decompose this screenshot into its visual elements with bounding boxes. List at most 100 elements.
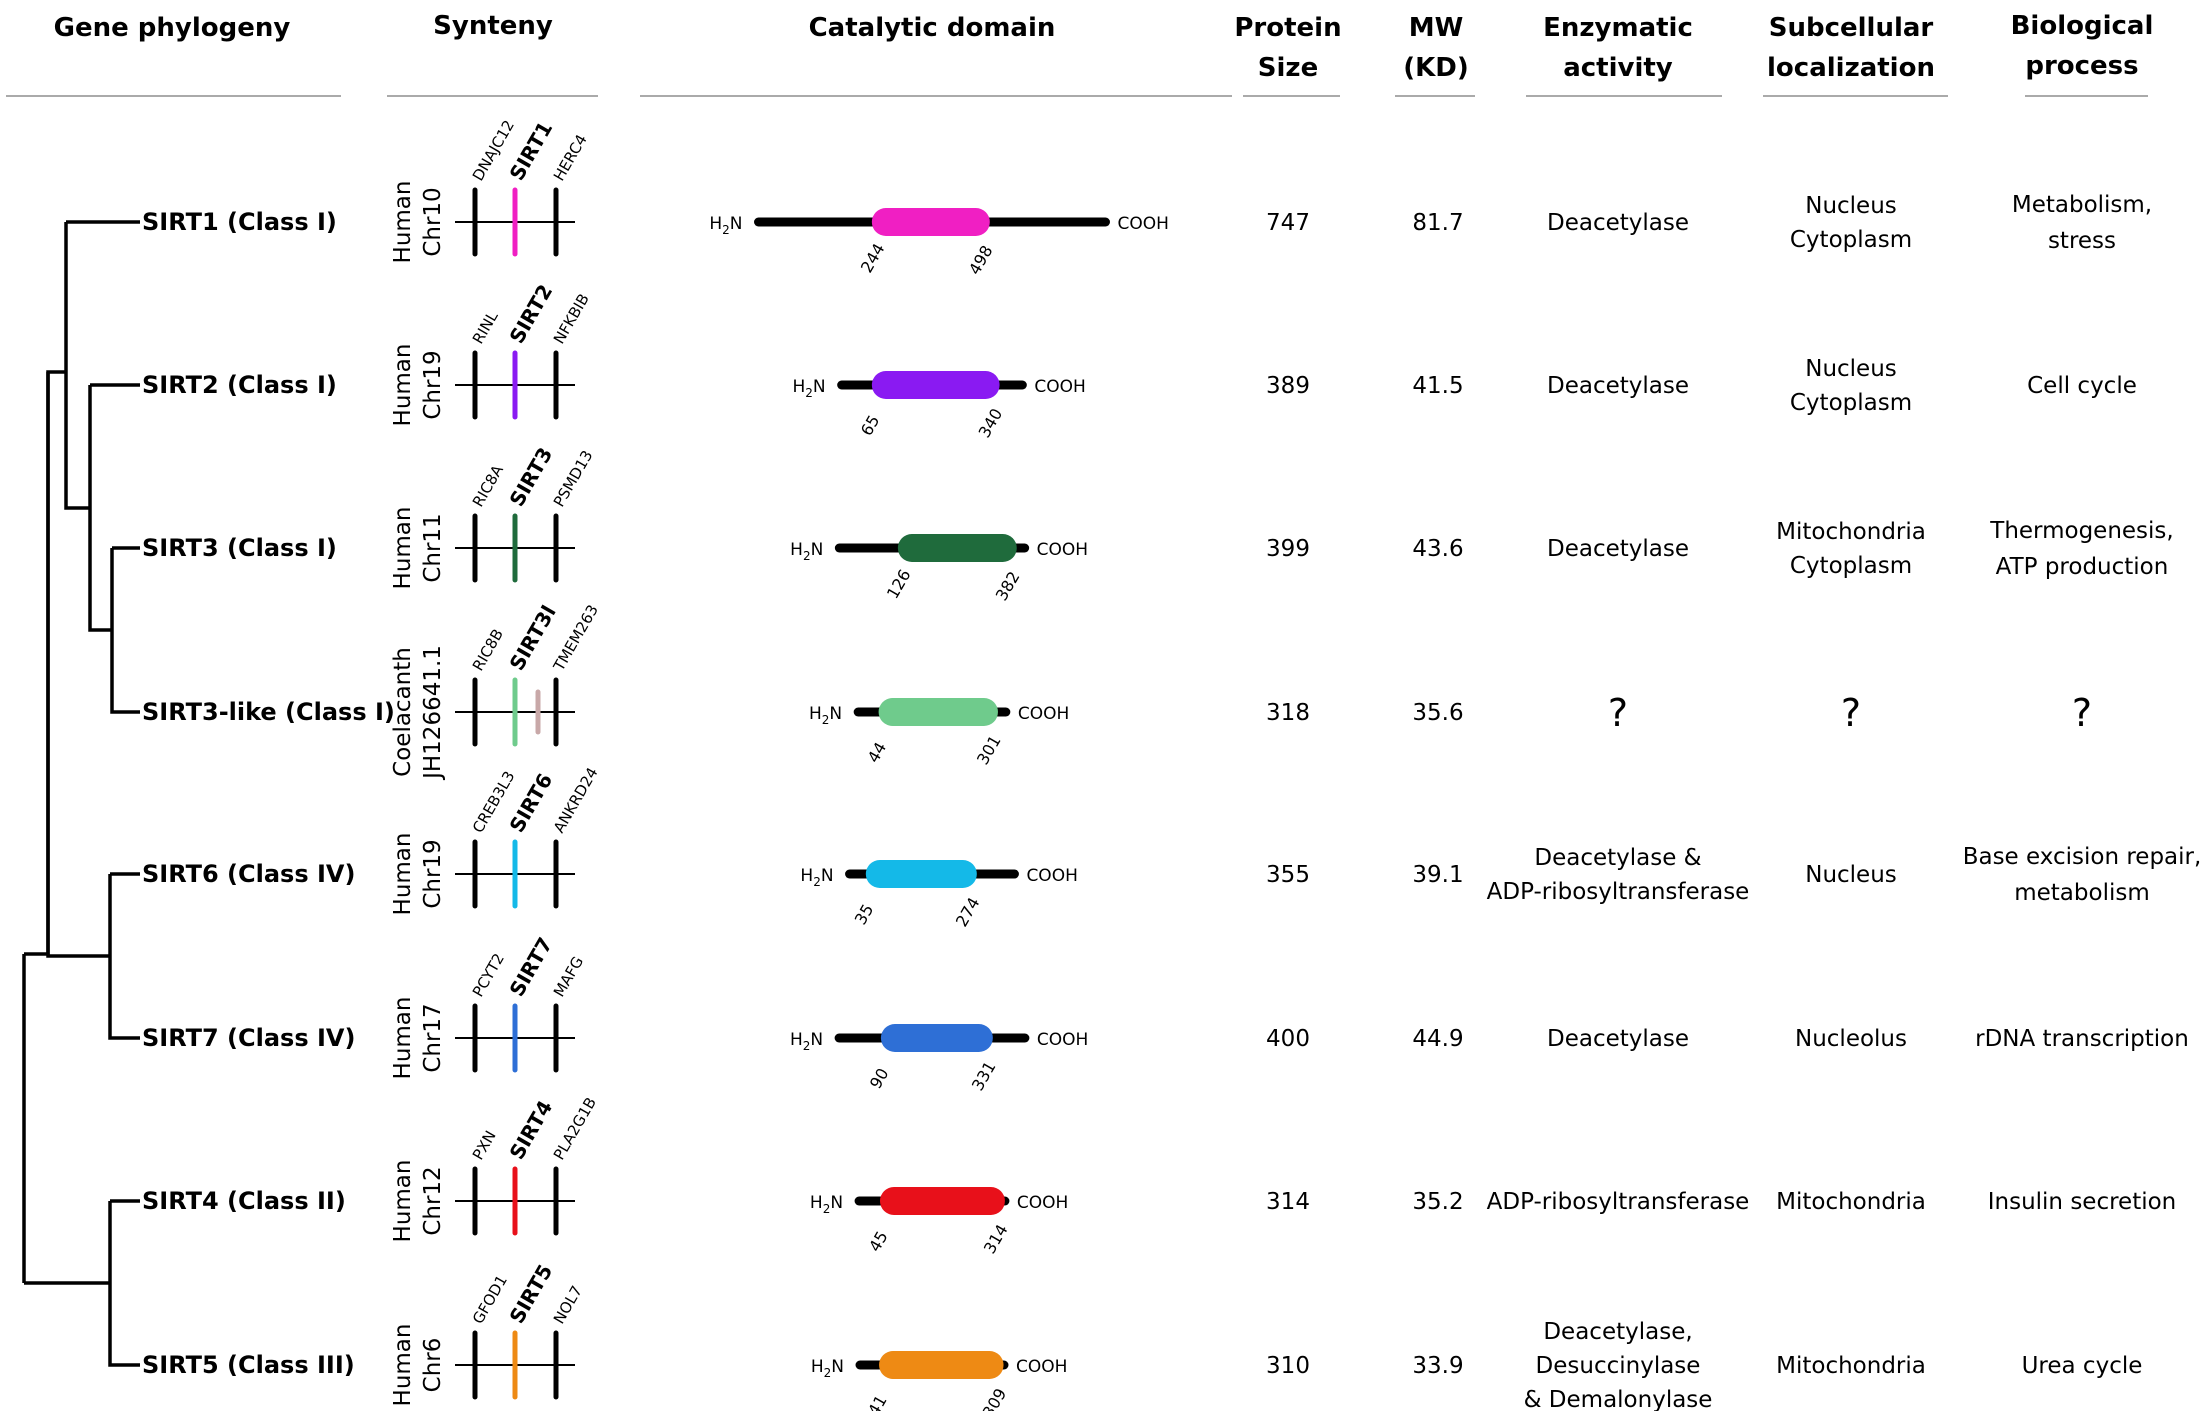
domain-start-position: 126: [883, 566, 915, 602]
synteny-gene-label: NOL7: [550, 1283, 586, 1327]
species-label: Human Chr11: [390, 507, 446, 590]
n-terminus-label: H2N: [790, 540, 823, 563]
enzymatic-activity-line-1: Deacetylase,: [1543, 1319, 1692, 1345]
subcellular-localization-line-2: Cytoplasm: [1790, 227, 1912, 253]
n-terminus-label: H2N: [800, 866, 833, 889]
protein-size-value: 314: [1266, 1189, 1310, 1215]
n-terminus-n: N: [813, 377, 826, 397]
domain-end-position: 382: [992, 568, 1024, 604]
biological-process-line-2: metabolism: [2014, 880, 2150, 906]
n-terminus-subscript: 2: [803, 549, 811, 563]
species-name: Human: [390, 181, 416, 264]
domain-start-position: 45: [865, 1228, 892, 1255]
biological-process-line-1: rDNA transcription: [1975, 1026, 2189, 1052]
header-enzymatic-activity-2: activity: [1563, 53, 1673, 83]
phylogeny-tree: [22, 220, 140, 1367]
chromosome-name: Chr12: [420, 1166, 446, 1235]
gene-name: SIRT6 (Class IV): [142, 860, 355, 888]
subcellular-localization-line-2: Cytoplasm: [1790, 553, 1912, 579]
mw-value: 43.6: [1412, 536, 1463, 562]
c-terminus-label: COOH: [1037, 1030, 1088, 1050]
n-terminus-n: N: [821, 866, 834, 886]
biological-process-line-1: Cell cycle: [2027, 373, 2137, 399]
n-terminus-subscript: 2: [803, 1039, 811, 1053]
species-name: Human: [390, 507, 416, 590]
tree-main-clade: [46, 372, 110, 958]
n-terminus-n: N: [730, 214, 743, 234]
biological-process-line-1: Insulin secretion: [1988, 1189, 2177, 1215]
enzymatic-activity-line-1: Deacetylase: [1547, 373, 1689, 399]
gene-row: SIRT3 (Class I) Human Chr11RIC8ASIRT3PSMD1…: [142, 443, 2174, 604]
species-label: Human Chr19: [390, 344, 446, 427]
species-name: Human: [390, 997, 416, 1080]
species-label: Human Chr10: [390, 181, 446, 264]
mw-value: 41.5: [1412, 373, 1463, 399]
n-terminus-label: H2N: [811, 1357, 844, 1380]
domain-end-position: 498: [965, 242, 997, 278]
n-terminus-label: H2N: [709, 214, 742, 237]
enzymatic-activity-line-1: ADP-ribosyltransferase: [1487, 1189, 1750, 1215]
n-terminus-label: H2N: [810, 1193, 843, 1216]
biological-process-line-1: Metabolism,: [2012, 192, 2152, 218]
header-gene-phylogeny: Gene phylogeny: [54, 13, 291, 43]
synteny-gene-label: PSMD13: [550, 447, 597, 510]
species-label: Human Chr19: [390, 833, 446, 916]
subcellular-localization-line-1: Nucleus: [1805, 862, 1897, 888]
subcellular-localization-line-1: Nucleolus: [1795, 1026, 1907, 1052]
chromosome-name: JH126641.1: [420, 645, 446, 781]
synteny-gene-label: PXN: [469, 1128, 500, 1163]
gene-name: SIRT7 (Class IV): [142, 1024, 355, 1052]
catalytic-domain-bar: [865, 860, 977, 888]
gene-name: SIRT1 (Class I): [142, 208, 337, 236]
header-catalytic-domain: Catalytic domain: [809, 13, 1056, 43]
domain-end-position: 274: [952, 894, 984, 930]
catalytic-domain-bar: [878, 698, 998, 726]
synteny-gene-label: RINL: [469, 308, 502, 347]
catalytic-domain-bar: [897, 534, 1017, 562]
domain-start-position: 44: [864, 739, 891, 766]
mw-value: 33.9: [1412, 1353, 1463, 1379]
enzymatic-activity-line-1: Deacetylase &: [1534, 845, 1701, 871]
chromosome-name: Chr11: [420, 513, 446, 582]
synteny-gene-label: MAFG: [550, 953, 587, 1000]
n-terminus-subscript: 2: [805, 386, 813, 400]
chromosome-name: Chr19: [420, 839, 446, 908]
header-biological-process-1: Biological: [2011, 11, 2154, 41]
species-label: Human Chr12: [390, 1160, 446, 1243]
c-terminus-label: COOH: [1034, 377, 1085, 397]
tree-sirt3-clade: [110, 546, 140, 714]
protein-size-value: 389: [1266, 373, 1310, 399]
header-subcellular-1: Subcellular: [1769, 13, 1934, 43]
enzymatic-activity-line-3: & Demalonylase: [1524, 1387, 1713, 1411]
n-terminus-subscript: 2: [813, 875, 821, 889]
gene-name: SIRT3-like (Class I): [142, 698, 395, 726]
subcellular-localization-line-1: Nucleus: [1805, 193, 1897, 219]
enzymatic-activity-line-1: Deacetylase: [1547, 536, 1689, 562]
biological-process-line-1: Base excision repair,: [1963, 844, 2202, 870]
species-name: Coelacanth: [390, 647, 416, 777]
domain-start-position: 244: [857, 240, 889, 276]
rows: SIRT1 (Class I) Human Chr10DNAJC12SIRT1HER…: [142, 117, 2202, 1415]
gene-row: SIRT5 (Class III) Human Chr6GFOD1SIRT5NOL7…: [142, 1260, 2142, 1415]
enzymatic-activity-line-1: Deacetylase: [1547, 1026, 1689, 1052]
gene-row: SIRT3-like (Class I)Coelacanth JH126641.1…: [142, 601, 2092, 781]
biological-process-line-2: ATP production: [1996, 554, 2169, 580]
chromosome-name: Chr10: [420, 187, 446, 256]
chromosome-name: Chr19: [420, 350, 446, 419]
domain-end-position: 340: [975, 405, 1007, 441]
biological-process-line-1: ?: [2072, 691, 2092, 735]
n-terminus-subscript: 2: [722, 223, 730, 237]
catalytic-domain-bar: [871, 208, 990, 236]
domain-start-position: 35: [851, 901, 878, 928]
species-name: Human: [390, 344, 416, 427]
tree-class-i-clade: [64, 222, 90, 510]
subcellular-localization-line-1: ?: [1841, 691, 1861, 735]
n-terminus-subscript: 2: [824, 1366, 832, 1380]
protein-size-value: 400: [1266, 1026, 1310, 1052]
subcellular-localization-line-1: Mitochondria: [1776, 519, 1926, 545]
c-terminus-label: COOH: [1037, 540, 1088, 560]
tree-class-i-subclade: [88, 385, 112, 632]
